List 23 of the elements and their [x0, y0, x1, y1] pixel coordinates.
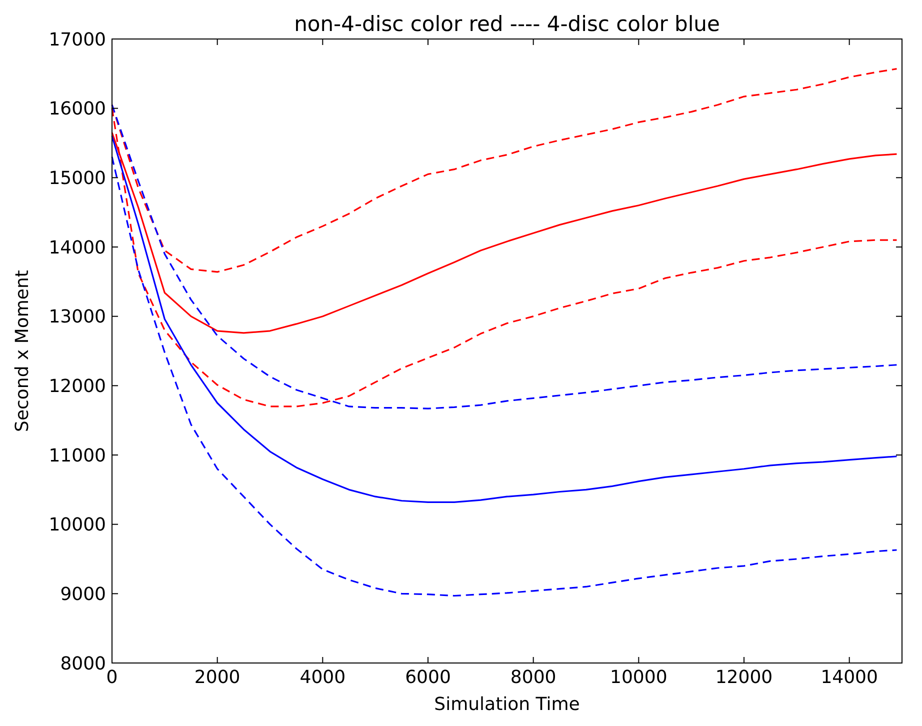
- y-tick-label: 15000: [48, 168, 106, 189]
- x-tick-label: 12000: [715, 667, 773, 688]
- y-tick-label: 12000: [48, 376, 106, 397]
- y-tick-label: 9000: [60, 584, 106, 605]
- x-tick-label: 4000: [300, 667, 346, 688]
- y-tick-label: 13000: [48, 306, 106, 328]
- y-tick-label: 16000: [48, 98, 106, 120]
- line-series: [111, 135, 898, 503]
- x-tick-label: 14000: [820, 667, 878, 688]
- line-series: [111, 156, 898, 597]
- chart-title: non-4-disc color red ---- 4-disc color blue: [294, 12, 720, 36]
- x-tick-label: 6000: [405, 667, 451, 688]
- y-tick-label: 8000: [60, 653, 106, 674]
- y-tick-label: 11000: [48, 445, 106, 466]
- y-tick-label: 14000: [48, 237, 106, 258]
- x-axis-title: Simulation Time: [434, 694, 580, 715]
- x-tick-label: 8000: [510, 667, 556, 688]
- y-tick-label: 10000: [48, 514, 106, 536]
- x-tick-label: 10000: [610, 667, 668, 688]
- y-tick-label: 17000: [48, 29, 106, 50]
- x-tick-label: 2000: [194, 667, 240, 688]
- y-axis-title: Second x Moment: [12, 270, 33, 432]
- x-tick-label: 0: [106, 667, 118, 688]
